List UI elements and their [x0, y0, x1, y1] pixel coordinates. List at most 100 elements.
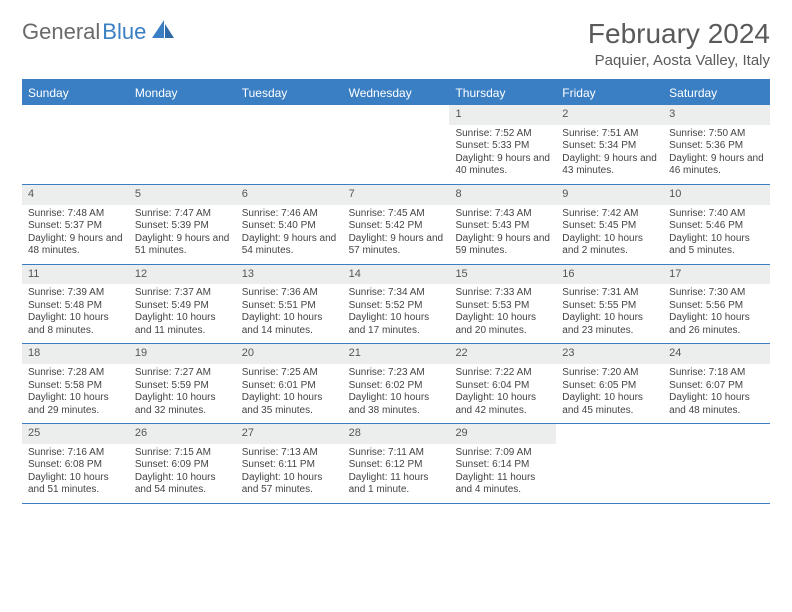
calendar-cell — [663, 424, 770, 503]
day-number: 12 — [129, 265, 236, 285]
calendar-cell — [343, 105, 450, 184]
day-data: Sunrise: 7:25 AMSunset: 6:01 PMDaylight:… — [236, 364, 343, 423]
calendar-cell: 10Sunrise: 7:40 AMSunset: 5:46 PMDayligh… — [663, 185, 770, 264]
logo: GeneralBlue — [22, 18, 176, 45]
calendar-cell: 14Sunrise: 7:34 AMSunset: 5:52 PMDayligh… — [343, 265, 450, 344]
month-title: February 2024 — [588, 18, 770, 50]
day-data: Sunrise: 7:11 AMSunset: 6:12 PMDaylight:… — [343, 444, 450, 503]
calendar-cell: 23Sunrise: 7:20 AMSunset: 6:05 PMDayligh… — [556, 344, 663, 423]
logo-text-blue: Blue — [102, 19, 146, 45]
day-number: 6 — [236, 185, 343, 205]
day-data: Sunrise: 7:13 AMSunset: 6:11 PMDaylight:… — [236, 444, 343, 503]
day-data: Sunrise: 7:40 AMSunset: 5:46 PMDaylight:… — [663, 205, 770, 264]
day-data: Sunrise: 7:34 AMSunset: 5:52 PMDaylight:… — [343, 284, 450, 343]
day-number: 17 — [663, 265, 770, 285]
day-data: Sunrise: 7:52 AMSunset: 5:33 PMDaylight:… — [449, 125, 556, 184]
day-data: Sunrise: 7:20 AMSunset: 6:05 PMDaylight:… — [556, 364, 663, 423]
day-data: Sunrise: 7:42 AMSunset: 5:45 PMDaylight:… — [556, 205, 663, 264]
calendar-cell: 13Sunrise: 7:36 AMSunset: 5:51 PMDayligh… — [236, 265, 343, 344]
week-row: 1Sunrise: 7:52 AMSunset: 5:33 PMDaylight… — [22, 105, 770, 185]
week-row: 18Sunrise: 7:28 AMSunset: 5:58 PMDayligh… — [22, 344, 770, 424]
day-data: Sunrise: 7:37 AMSunset: 5:49 PMDaylight:… — [129, 284, 236, 343]
day-number: 24 — [663, 344, 770, 364]
calendar-cell: 20Sunrise: 7:25 AMSunset: 6:01 PMDayligh… — [236, 344, 343, 423]
day-number: 3 — [663, 105, 770, 125]
day-data: Sunrise: 7:33 AMSunset: 5:53 PMDaylight:… — [449, 284, 556, 343]
calendar-cell: 11Sunrise: 7:39 AMSunset: 5:48 PMDayligh… — [22, 265, 129, 344]
day-number: 2 — [556, 105, 663, 125]
day-data: Sunrise: 7:22 AMSunset: 6:04 PMDaylight:… — [449, 364, 556, 423]
calendar-cell: 8Sunrise: 7:43 AMSunset: 5:43 PMDaylight… — [449, 185, 556, 264]
day-data: Sunrise: 7:30 AMSunset: 5:56 PMDaylight:… — [663, 284, 770, 343]
day-number: 21 — [343, 344, 450, 364]
location-text: Paquier, Aosta Valley, Italy — [588, 52, 770, 69]
logo-sail-icon — [150, 18, 176, 45]
day-data: Sunrise: 7:39 AMSunset: 5:48 PMDaylight:… — [22, 284, 129, 343]
day-number: 23 — [556, 344, 663, 364]
calendar-cell: 2Sunrise: 7:51 AMSunset: 5:34 PMDaylight… — [556, 105, 663, 184]
calendar-cell: 17Sunrise: 7:30 AMSunset: 5:56 PMDayligh… — [663, 265, 770, 344]
calendar-cell — [556, 424, 663, 503]
calendar-cell: 22Sunrise: 7:22 AMSunset: 6:04 PMDayligh… — [449, 344, 556, 423]
week-row: 11Sunrise: 7:39 AMSunset: 5:48 PMDayligh… — [22, 265, 770, 345]
day-number: 13 — [236, 265, 343, 285]
day-header-row: SundayMondayTuesdayWednesdayThursdayFrid… — [22, 81, 770, 105]
day-number: 4 — [22, 185, 129, 205]
weeks-container: 1Sunrise: 7:52 AMSunset: 5:33 PMDaylight… — [22, 105, 770, 504]
calendar: SundayMondayTuesdayWednesdayThursdayFrid… — [22, 79, 770, 504]
day-data: Sunrise: 7:31 AMSunset: 5:55 PMDaylight:… — [556, 284, 663, 343]
day-data: Sunrise: 7:15 AMSunset: 6:09 PMDaylight:… — [129, 444, 236, 503]
day-header: Monday — [129, 81, 236, 105]
calendar-cell — [22, 105, 129, 184]
day-data: Sunrise: 7:23 AMSunset: 6:02 PMDaylight:… — [343, 364, 450, 423]
day-number: 20 — [236, 344, 343, 364]
calendar-cell: 7Sunrise: 7:45 AMSunset: 5:42 PMDaylight… — [343, 185, 450, 264]
calendar-cell: 4Sunrise: 7:48 AMSunset: 5:37 PMDaylight… — [22, 185, 129, 264]
day-data: Sunrise: 7:45 AMSunset: 5:42 PMDaylight:… — [343, 205, 450, 264]
day-number: 5 — [129, 185, 236, 205]
day-data: Sunrise: 7:51 AMSunset: 5:34 PMDaylight:… — [556, 125, 663, 184]
day-number: 1 — [449, 105, 556, 125]
calendar-cell: 6Sunrise: 7:46 AMSunset: 5:40 PMDaylight… — [236, 185, 343, 264]
day-number: 8 — [449, 185, 556, 205]
calendar-cell — [129, 105, 236, 184]
calendar-cell: 1Sunrise: 7:52 AMSunset: 5:33 PMDaylight… — [449, 105, 556, 184]
day-number: 26 — [129, 424, 236, 444]
calendar-cell: 29Sunrise: 7:09 AMSunset: 6:14 PMDayligh… — [449, 424, 556, 503]
calendar-cell: 9Sunrise: 7:42 AMSunset: 5:45 PMDaylight… — [556, 185, 663, 264]
week-row: 25Sunrise: 7:16 AMSunset: 6:08 PMDayligh… — [22, 424, 770, 504]
calendar-cell: 27Sunrise: 7:13 AMSunset: 6:11 PMDayligh… — [236, 424, 343, 503]
calendar-cell: 26Sunrise: 7:15 AMSunset: 6:09 PMDayligh… — [129, 424, 236, 503]
calendar-cell — [236, 105, 343, 184]
day-data: Sunrise: 7:47 AMSunset: 5:39 PMDaylight:… — [129, 205, 236, 264]
logo-text-general: General — [22, 19, 100, 45]
day-data: Sunrise: 7:46 AMSunset: 5:40 PMDaylight:… — [236, 205, 343, 264]
day-data: Sunrise: 7:36 AMSunset: 5:51 PMDaylight:… — [236, 284, 343, 343]
calendar-cell: 28Sunrise: 7:11 AMSunset: 6:12 PMDayligh… — [343, 424, 450, 503]
day-number: 27 — [236, 424, 343, 444]
day-number: 7 — [343, 185, 450, 205]
day-number: 22 — [449, 344, 556, 364]
day-number: 14 — [343, 265, 450, 285]
day-data: Sunrise: 7:50 AMSunset: 5:36 PMDaylight:… — [663, 125, 770, 184]
day-number: 10 — [663, 185, 770, 205]
day-data: Sunrise: 7:16 AMSunset: 6:08 PMDaylight:… — [22, 444, 129, 503]
day-data: Sunrise: 7:48 AMSunset: 5:37 PMDaylight:… — [22, 205, 129, 264]
day-data: Sunrise: 7:18 AMSunset: 6:07 PMDaylight:… — [663, 364, 770, 423]
day-header: Thursday — [449, 81, 556, 105]
day-header: Saturday — [663, 81, 770, 105]
day-header: Wednesday — [343, 81, 450, 105]
day-number: 28 — [343, 424, 450, 444]
day-number: 11 — [22, 265, 129, 285]
calendar-cell: 3Sunrise: 7:50 AMSunset: 5:36 PMDaylight… — [663, 105, 770, 184]
day-header: Friday — [556, 81, 663, 105]
day-data: Sunrise: 7:43 AMSunset: 5:43 PMDaylight:… — [449, 205, 556, 264]
day-data: Sunrise: 7:28 AMSunset: 5:58 PMDaylight:… — [22, 364, 129, 423]
calendar-cell: 15Sunrise: 7:33 AMSunset: 5:53 PMDayligh… — [449, 265, 556, 344]
calendar-cell: 19Sunrise: 7:27 AMSunset: 5:59 PMDayligh… — [129, 344, 236, 423]
calendar-cell: 18Sunrise: 7:28 AMSunset: 5:58 PMDayligh… — [22, 344, 129, 423]
calendar-cell: 5Sunrise: 7:47 AMSunset: 5:39 PMDaylight… — [129, 185, 236, 264]
calendar-cell: 21Sunrise: 7:23 AMSunset: 6:02 PMDayligh… — [343, 344, 450, 423]
day-number: 18 — [22, 344, 129, 364]
week-row: 4Sunrise: 7:48 AMSunset: 5:37 PMDaylight… — [22, 185, 770, 265]
